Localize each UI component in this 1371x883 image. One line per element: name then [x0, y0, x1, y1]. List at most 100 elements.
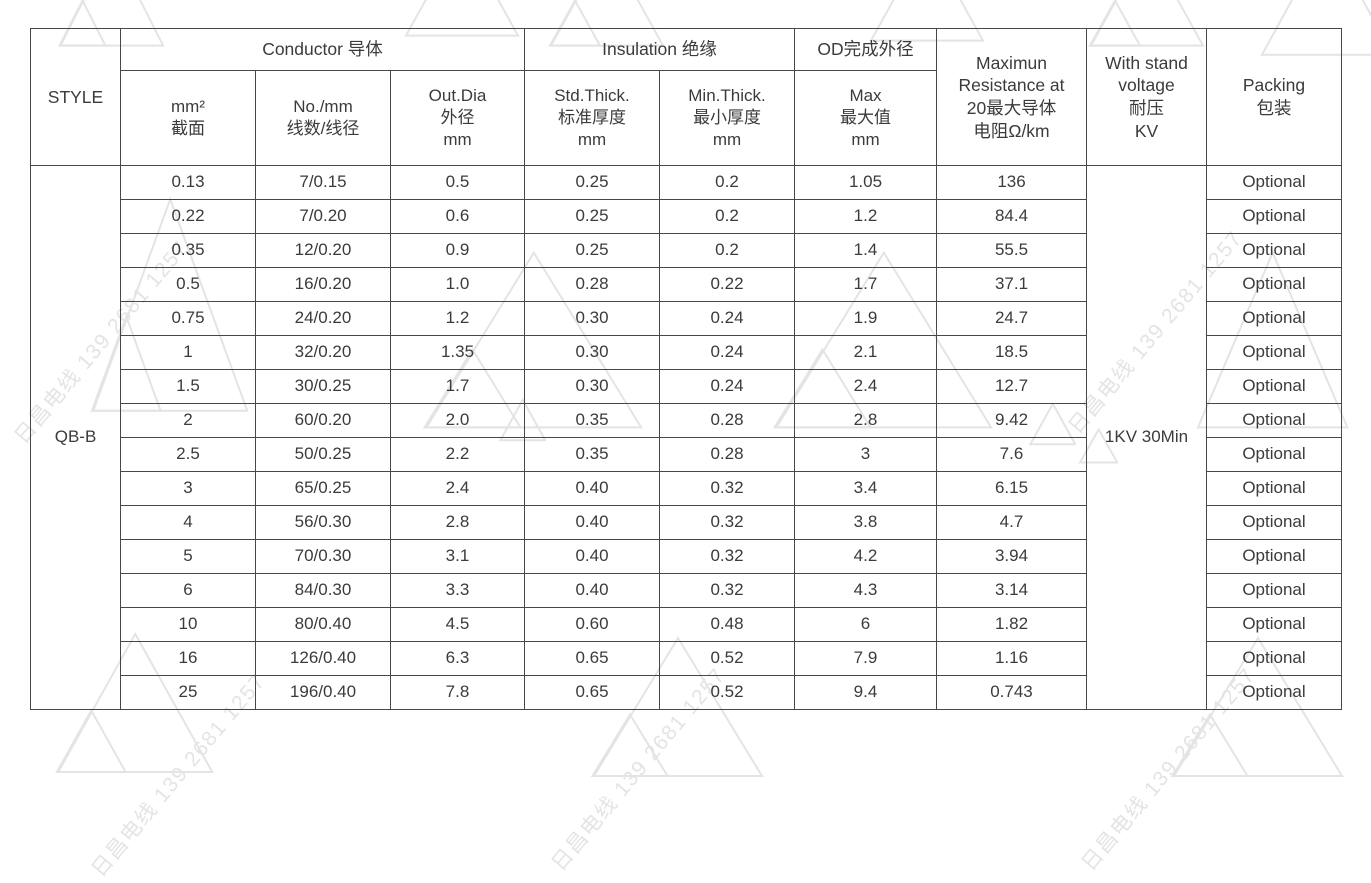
out-dia-column-header: Out.Dia 外径 mm: [390, 70, 525, 166]
table-cell: 2.1: [794, 335, 937, 370]
table-cell: 0.65: [524, 675, 660, 710]
table-cell: 0.32: [659, 471, 795, 506]
table-cell: 0.30: [524, 335, 660, 370]
table-row: QB-B 0.13 7/0.15 0.5 0.25 0.2 1.05 136 1KV 30Min…: [30, 165, 1342, 710]
table-cell: 196/0.40: [255, 675, 391, 710]
table-cell: 3.4: [794, 471, 937, 506]
od-group-header: OD完成外径: [794, 28, 937, 71]
table-cell: 2.0: [390, 403, 525, 438]
std-thick-column-header: Std.Thick. 标准厚度 mm: [524, 70, 660, 166]
table-header-columns-row: mm² 截面 No./mm 线数/线径 Out.Dia 外径 mm Std.Th…: [31, 70, 1342, 166]
table-row: 4 56/0.30 2.8 0.40 0.32 3.8 4.7 Optional: [31, 505, 1342, 540]
table-cell: 84.4: [936, 199, 1087, 234]
table-cell: 12.7: [936, 369, 1087, 404]
table-cell: 0.32: [659, 573, 795, 608]
packing-cell: Optional: [1206, 505, 1342, 540]
table-cell: 0.65: [524, 641, 660, 676]
table-cell: 9.4: [794, 675, 937, 710]
table-cell: 2.5: [120, 437, 256, 472]
table-row: 2 60/0.20 2.0 0.35 0.28 2.8 9.42 Optional: [31, 403, 1342, 438]
table-cell: 32/0.20: [255, 335, 391, 370]
table-cell: 80/0.40: [255, 607, 391, 642]
table-cell: 7.9: [794, 641, 937, 676]
table-cell: 0.35: [524, 403, 660, 438]
table-cell: 1.05: [794, 165, 937, 200]
table-cell: 0.24: [659, 369, 795, 404]
table-cell: 3.1: [390, 539, 525, 574]
table-cell: 3: [120, 471, 256, 506]
table-cell: 0.40: [524, 573, 660, 608]
packing-cell: Optional: [1206, 165, 1342, 200]
table-cell: 5: [120, 539, 256, 574]
table-cell: 0.75: [120, 301, 256, 336]
style-value-cell: QB-B: [30, 165, 121, 710]
mm2-column-header: mm² 截面: [120, 70, 256, 166]
table-cell: 0.25: [524, 233, 660, 268]
table-row: 25 196/0.40 7.8 0.65 0.52 9.4 0.743 Optional: [31, 675, 1342, 710]
table-cell: 3.3: [390, 573, 525, 608]
table-cell: 1.5: [120, 369, 256, 404]
table-cell: 6.15: [936, 471, 1087, 506]
table-cell: 1.2: [390, 301, 525, 336]
table-cell: 0.5: [120, 267, 256, 302]
table-row: 16 126/0.40 6.3 0.65 0.52 7.9 1.16 Optional: [31, 641, 1342, 676]
no-mm-column-header: No./mm 线数/线径: [255, 70, 391, 166]
table-cell: 70/0.30: [255, 539, 391, 574]
table-cell: 0.30: [524, 301, 660, 336]
voltage-value-cell: 1KV 30Min: [1086, 165, 1207, 710]
table-cell: 16: [120, 641, 256, 676]
table-cell: 10: [120, 607, 256, 642]
table-cell: 2.2: [390, 437, 525, 472]
table-cell: 6: [794, 607, 937, 642]
packing-cell: Optional: [1206, 573, 1342, 608]
table-cell: 0.30: [524, 369, 660, 404]
table-cell: 4.2: [794, 539, 937, 574]
table-row: 10 80/0.40 4.5 0.60 0.48 6 1.82 Optional: [31, 607, 1342, 642]
table-cell: 30/0.25: [255, 369, 391, 404]
table-cell: 126/0.40: [255, 641, 391, 676]
table-cell: 1.0: [390, 267, 525, 302]
table-row: 3 65/0.25 2.4 0.40 0.32 3.4 6.15 Optional: [31, 471, 1342, 506]
table-cell: 6.3: [390, 641, 525, 676]
table-cell: 7.8: [390, 675, 525, 710]
table-cell: 2.8: [390, 505, 525, 540]
table-cell: 0.28: [659, 437, 795, 472]
table-cell: 18.5: [936, 335, 1087, 370]
table-cell: 0.2: [659, 165, 795, 200]
table-cell: 0.28: [659, 403, 795, 438]
table-row: 1 32/0.20 1.35 0.30 0.24 2.1 18.5 Optional: [31, 335, 1342, 370]
table-cell: 0.2: [659, 233, 795, 268]
table-cell: 0.22: [120, 199, 256, 234]
table-cell: 0.60: [524, 607, 660, 642]
table-cell: 0.743: [936, 675, 1087, 710]
resistance-column-header: Maximun Resistance at 20最大导体 电阻Ω/km: [936, 28, 1087, 166]
table-cell: 1.4: [794, 233, 937, 268]
table-row: 0.35 12/0.20 0.9 0.25 0.2 1.4 55.5 Optional: [31, 233, 1342, 268]
table-cell: 84/0.30: [255, 573, 391, 608]
insulation-group-header: Insulation 绝缘: [524, 28, 795, 71]
table-cell: 24/0.20: [255, 301, 391, 336]
min-thick-column-header: Min.Thick. 最小厚度 mm: [659, 70, 795, 166]
table-cell: 1: [120, 335, 256, 370]
packing-cell: Optional: [1206, 199, 1342, 234]
table-cell: 0.32: [659, 539, 795, 574]
table-cell: 0.24: [659, 301, 795, 336]
table-cell: 55.5: [936, 233, 1087, 268]
table-cell: 2.8: [794, 403, 937, 438]
table-cell: 56/0.30: [255, 505, 391, 540]
table-cell: 1.7: [390, 369, 525, 404]
table-cell: 2.4: [794, 369, 937, 404]
table-cell: 0.25: [524, 165, 660, 200]
table-cell: 9.42: [936, 403, 1087, 438]
conductor-group-header: Conductor 导体: [120, 28, 525, 71]
packing-cell: Optional: [1206, 267, 1342, 302]
table-cell: 0.52: [659, 675, 795, 710]
table-cell: 6: [120, 573, 256, 608]
table-header-group-row: STYLE Conductor 导体 Insulation 绝缘 OD完成外径 …: [30, 28, 1342, 166]
table-cell: 0.40: [524, 505, 660, 540]
packing-column-header: Packing 包装: [1206, 28, 1342, 166]
packing-cell: Optional: [1206, 335, 1342, 370]
table-cell: 0.35: [120, 233, 256, 268]
cable-spec-table: STYLE Conductor 导体 Insulation 绝缘 OD完成外径 …: [30, 28, 1342, 710]
table-cell: 24.7: [936, 301, 1087, 336]
